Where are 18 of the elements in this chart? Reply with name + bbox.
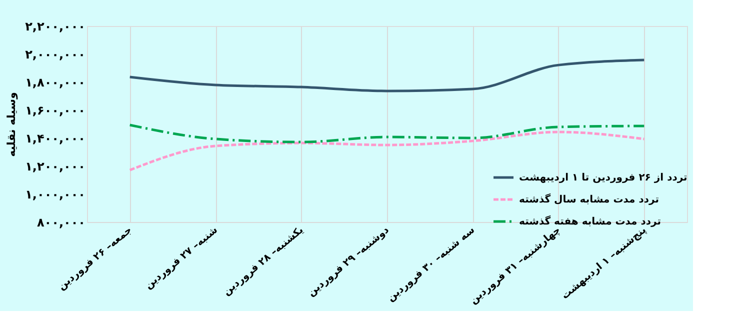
line-series [128,124,646,144]
y-tick-label: ۸۰۰,۰۰۰ [36,216,86,230]
y-tick-label: ۱,۴۰۰,۰۰۰ [25,132,86,146]
legend-label: تردد از ۲۶ فروردین تا ۱ اردیبهشت [519,172,688,184]
line-series [128,58,646,92]
y-axis-title: وسیله نقلیه [5,92,18,157]
y-tick-label: ۱,۰۰۰,۰۰۰ [25,188,86,202]
x-tick-label: دوشنبه– ۲۹ فروردین [306,224,392,299]
y-tick-label: ۱,۸۰۰,۰۰۰ [25,76,86,90]
legend-label: تردد مدت مشابه سال گذشته [519,192,660,206]
y-tick-label: ۱,۲۰۰,۰۰۰ [25,160,86,174]
legend-label: تردد مدت مشابه هفته گذشته [519,214,662,228]
y-tick-label: ۱,۶۰۰,۰۰۰ [25,104,86,118]
y-tick-label: ۲,۲۰۰,۰۰۰ [25,20,86,34]
x-tick-label: شنبه– ۲۷ فروردین [143,224,220,292]
line-series [128,130,646,172]
x-tick-label: یکشنبه– ۲۸ فروردین [221,224,306,298]
y-tick-label: ۲,۰۰۰,۰۰۰ [25,48,86,62]
